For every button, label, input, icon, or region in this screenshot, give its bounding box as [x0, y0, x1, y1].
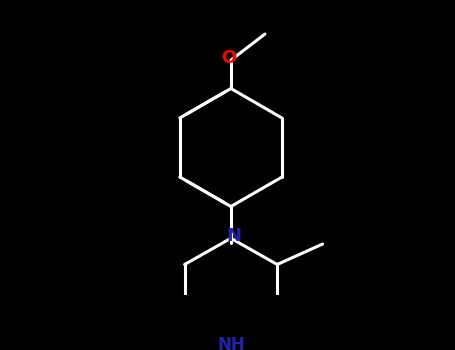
Text: NH: NH: [217, 336, 245, 350]
Text: N: N: [227, 227, 242, 245]
Text: O: O: [221, 49, 236, 67]
